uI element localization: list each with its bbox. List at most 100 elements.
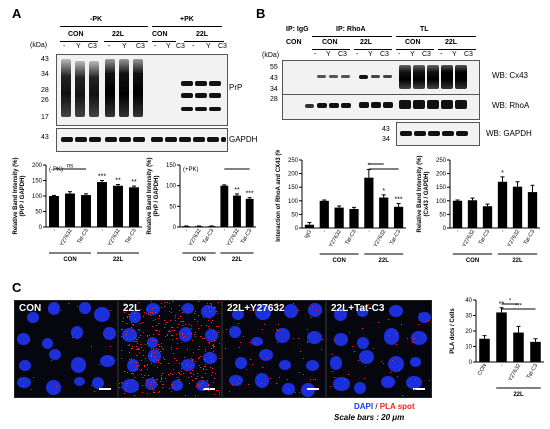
pla-spot	[124, 333, 126, 335]
bar	[113, 185, 123, 227]
pla-spot	[142, 331, 144, 333]
pla-spot	[202, 317, 204, 319]
pla-spot	[51, 359, 53, 361]
pla-spot	[165, 324, 167, 326]
micrograph-label: 22L+Tat-C3	[331, 303, 385, 314]
x-tick-label: Tat-C3	[523, 229, 536, 246]
nucleus	[305, 359, 319, 371]
pla-spot	[155, 329, 157, 331]
pla-spot	[171, 329, 173, 331]
pla-spot	[208, 386, 210, 388]
pla-spot	[134, 394, 136, 396]
pla-spot	[161, 302, 163, 304]
group-label: CON	[63, 257, 76, 263]
nucleus	[204, 329, 219, 343]
l22-label-a1: 22L	[112, 31, 125, 38]
mw-marker: 17	[41, 114, 49, 121]
pla-spot	[143, 375, 145, 377]
pla-spot	[182, 321, 184, 323]
pla-spot	[158, 360, 160, 362]
pla-spot	[139, 349, 141, 351]
nucleus	[127, 358, 139, 372]
y-tick-label: 20	[465, 329, 472, 335]
pla-spot	[365, 365, 367, 367]
pla-spot	[211, 310, 213, 312]
pla-spot	[239, 377, 241, 379]
chart-b-cx43: 0 50 100 150 200 250 Relative Band Intensity (…	[417, 155, 540, 264]
x-tick-label: -	[455, 229, 461, 234]
pla-spot	[200, 384, 202, 386]
lane-label: C3	[218, 43, 227, 50]
pla-spot	[153, 379, 155, 381]
pla-spot	[209, 367, 211, 369]
x-tick-label: Y27632	[59, 228, 74, 247]
pla-spot	[381, 361, 383, 363]
con-label-a2: CON	[152, 31, 168, 38]
pla-spot	[152, 326, 154, 328]
nucleus	[231, 309, 244, 321]
wb-gapdh-label: WB: GAPDH	[486, 129, 532, 138]
pla-spot	[123, 336, 125, 338]
pla-spot	[414, 379, 416, 381]
pla-spot	[171, 327, 173, 329]
pla-spot	[136, 369, 138, 371]
pla-spot	[156, 379, 158, 381]
pla-spot	[168, 303, 170, 305]
pla-spot	[141, 384, 143, 386]
pla-spot	[135, 355, 137, 357]
pla-spot	[178, 379, 180, 381]
pla-spot	[171, 374, 173, 376]
pla-spot	[171, 383, 173, 385]
lane-label: C3	[338, 51, 347, 58]
y-tick-label: 100	[32, 194, 43, 200]
y-tick-label: 50	[291, 212, 298, 218]
pla-spot	[168, 375, 170, 376]
nucleus	[70, 357, 86, 373]
pla-spot	[106, 356, 108, 358]
pla-spot	[151, 388, 153, 390]
pla-spot	[161, 306, 163, 308]
bar	[319, 200, 329, 228]
pla-spot	[150, 348, 152, 350]
pla-spot	[136, 338, 138, 340]
pla-spot	[135, 345, 137, 347]
pla-spot	[419, 313, 421, 315]
pla-spot	[144, 344, 146, 346]
bar	[207, 226, 216, 227]
pla-spot	[266, 358, 268, 360]
bar	[512, 186, 523, 228]
pla-spot	[163, 306, 165, 308]
significance-mark: **	[115, 178, 121, 185]
pla-spot	[247, 384, 249, 386]
pla-spot	[205, 311, 207, 313]
stain-legend: DAPI / PLA spot	[354, 402, 415, 411]
pla-spot	[210, 357, 212, 359]
pla-spot	[211, 372, 213, 374]
pla-spot	[210, 347, 212, 349]
pla-spot	[354, 351, 356, 353]
pla-spot	[179, 315, 181, 317]
pla-spot	[185, 394, 187, 396]
pla-spot	[207, 342, 209, 344]
pla-spot	[225, 347, 227, 349]
y-tick-label: 200	[288, 172, 299, 178]
pla-spot	[158, 318, 160, 320]
pla-spot	[208, 352, 210, 354]
x-tick-label: Tat-C3	[124, 228, 137, 245]
nucleus	[16, 332, 30, 346]
pla-spot	[182, 332, 183, 334]
pla-spot	[191, 380, 193, 382]
pla-spot	[182, 320, 184, 322]
pla-spot	[201, 379, 203, 381]
pla-spot	[205, 368, 207, 370]
nucleus	[334, 307, 347, 321]
pla-spot	[137, 339, 139, 341]
pla-spot	[211, 319, 213, 321]
pla-spot	[126, 385, 128, 387]
pla-spot	[209, 318, 211, 320]
x-tick-label: Tat-C3	[389, 229, 402, 246]
nucleus	[284, 303, 298, 318]
pla-spot	[161, 343, 163, 345]
pla-spot	[218, 390, 220, 392]
pla-spot	[128, 314, 129, 316]
